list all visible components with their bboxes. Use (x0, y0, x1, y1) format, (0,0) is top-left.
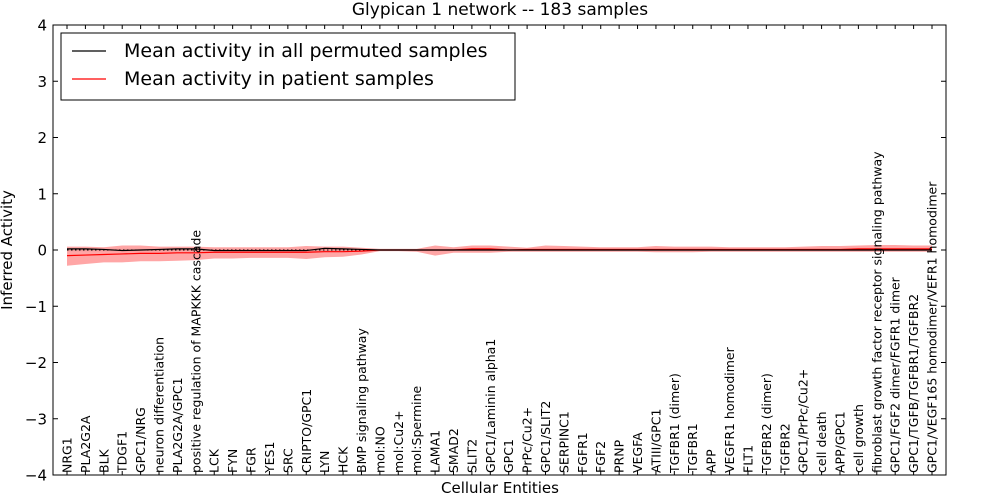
x-tick-label: positive regulation of MAPKKK cascade (188, 230, 203, 473)
lines-layer (66, 247, 932, 257)
x-tick-label: GPC1/SLIT2 (538, 401, 553, 473)
x-tick-label: FGF2 (593, 441, 608, 473)
x-tick-label: BMP signaling pathway (354, 328, 369, 473)
x-tick-label: GPC1/NRG (133, 407, 148, 473)
x-tick-label: GPC1/VEGF165 homodimer/VEFR1 homodimer (925, 181, 940, 473)
x-tick-label: LCK (207, 448, 222, 473)
x-tick-label: TGFBR1 (685, 423, 700, 474)
x-tick-label: PLA2G2A/GPC1 (170, 377, 185, 473)
x-tick-label: APP/GPC1 (833, 411, 848, 473)
x-tick-label: neuron differentiation (152, 337, 167, 473)
y-tick-label: −3 (25, 410, 47, 428)
x-tick-label: CRIPTO/GPC1 (299, 389, 314, 473)
y-tick-label: 3 (37, 73, 47, 91)
y-tick-label: 4 (37, 17, 47, 35)
x-tick-label: FGFR1 (575, 432, 590, 473)
x-tick-label: HCK (336, 446, 351, 473)
y-tick-label: 0 (37, 242, 47, 260)
x-tick-label: fibroblast growth factor receptor signal… (869, 151, 884, 473)
y-axis: −4 −3 −2 −1 0 1 2 3 4 (25, 17, 946, 485)
series-line-0 (67, 247, 932, 252)
x-tick-label: FLT1 (741, 445, 756, 473)
x-tick-label: FYN (225, 449, 240, 473)
x-tick-label: VEGFA (630, 432, 645, 473)
x-tick-label: ATIII/GPC1 (648, 409, 663, 473)
x-tick-label: APP (704, 449, 719, 473)
legend-box (60, 32, 516, 101)
legend-label-permuted: Mean activity in all permuted samples (124, 40, 487, 62)
x-tick-label: mol:NO (372, 426, 387, 473)
x-tick-label: TGFBR1 (dimer) (667, 373, 682, 474)
x-tick-label: TGFBR2 (dimer) (759, 373, 774, 474)
y-tick-label: 1 (37, 185, 47, 203)
y-tick-label: −1 (25, 298, 47, 316)
x-axis-label: Cellular Entities (441, 479, 559, 497)
x-tick-label: TGFBR2 (777, 423, 792, 474)
x-tick-label: FGR (244, 447, 259, 473)
x-tick-label: YES1 (262, 442, 277, 474)
x-tick-label: mol:Cu2+ (391, 410, 406, 473)
x-tick-label: SERPINC1 (556, 411, 571, 473)
x-tick-label: SMAD2 (446, 428, 461, 473)
y-tick-label: −2 (25, 354, 47, 372)
y-axis-label: Inferred Activity (0, 190, 16, 310)
x-tick-label: LYN (317, 451, 332, 473)
x-tick-label: SRC (280, 448, 295, 473)
x-tick-label: GPC1/Laminin alpha1 (483, 339, 498, 473)
x-tick-label: BLK (96, 448, 111, 473)
chart-title: Glypican 1 network -- 183 samples (352, 0, 648, 20)
x-tick-label: PrPc/Cu2+ (520, 407, 535, 473)
x-axis: NRG1 PLA2G2A BLK TDGF1 GPC1/NRG neuron differ… (60, 25, 940, 475)
x-tick-label: GPC1 (501, 439, 516, 473)
x-tick-label: SLIT2 (464, 439, 479, 473)
x-tick-label: GPC1/FGF2 dimer/FGFR1 dimer (888, 276, 903, 473)
x-tick-label: mol:Spermine (409, 385, 424, 473)
x-tick-label: cell death (814, 411, 829, 473)
legend-label-patient: Mean activity in patient samples (124, 68, 434, 90)
x-tick-label: VEGFR1 homodimer (722, 346, 737, 473)
x-tick-label: TDGF1 (115, 431, 130, 474)
x-tick-label: PRNP (612, 439, 627, 473)
x-tick-label: cell growth (851, 404, 866, 473)
y-tick-label: −4 (25, 467, 47, 485)
x-tick-label: GPC1/TGFB/TGFBR1/TGFBR2 (906, 294, 921, 473)
x-tick-label: NRG1 (60, 437, 75, 473)
x-tick-label: LAMA1 (428, 430, 443, 473)
x-tick-label: GPC1/PrPc/Cu2+ (796, 369, 811, 473)
legend: Mean activity in all permuted samples Me… (60, 32, 516, 101)
y-tick-label: 2 (37, 129, 47, 147)
x-tick-label: PLA2G2A (78, 415, 93, 473)
